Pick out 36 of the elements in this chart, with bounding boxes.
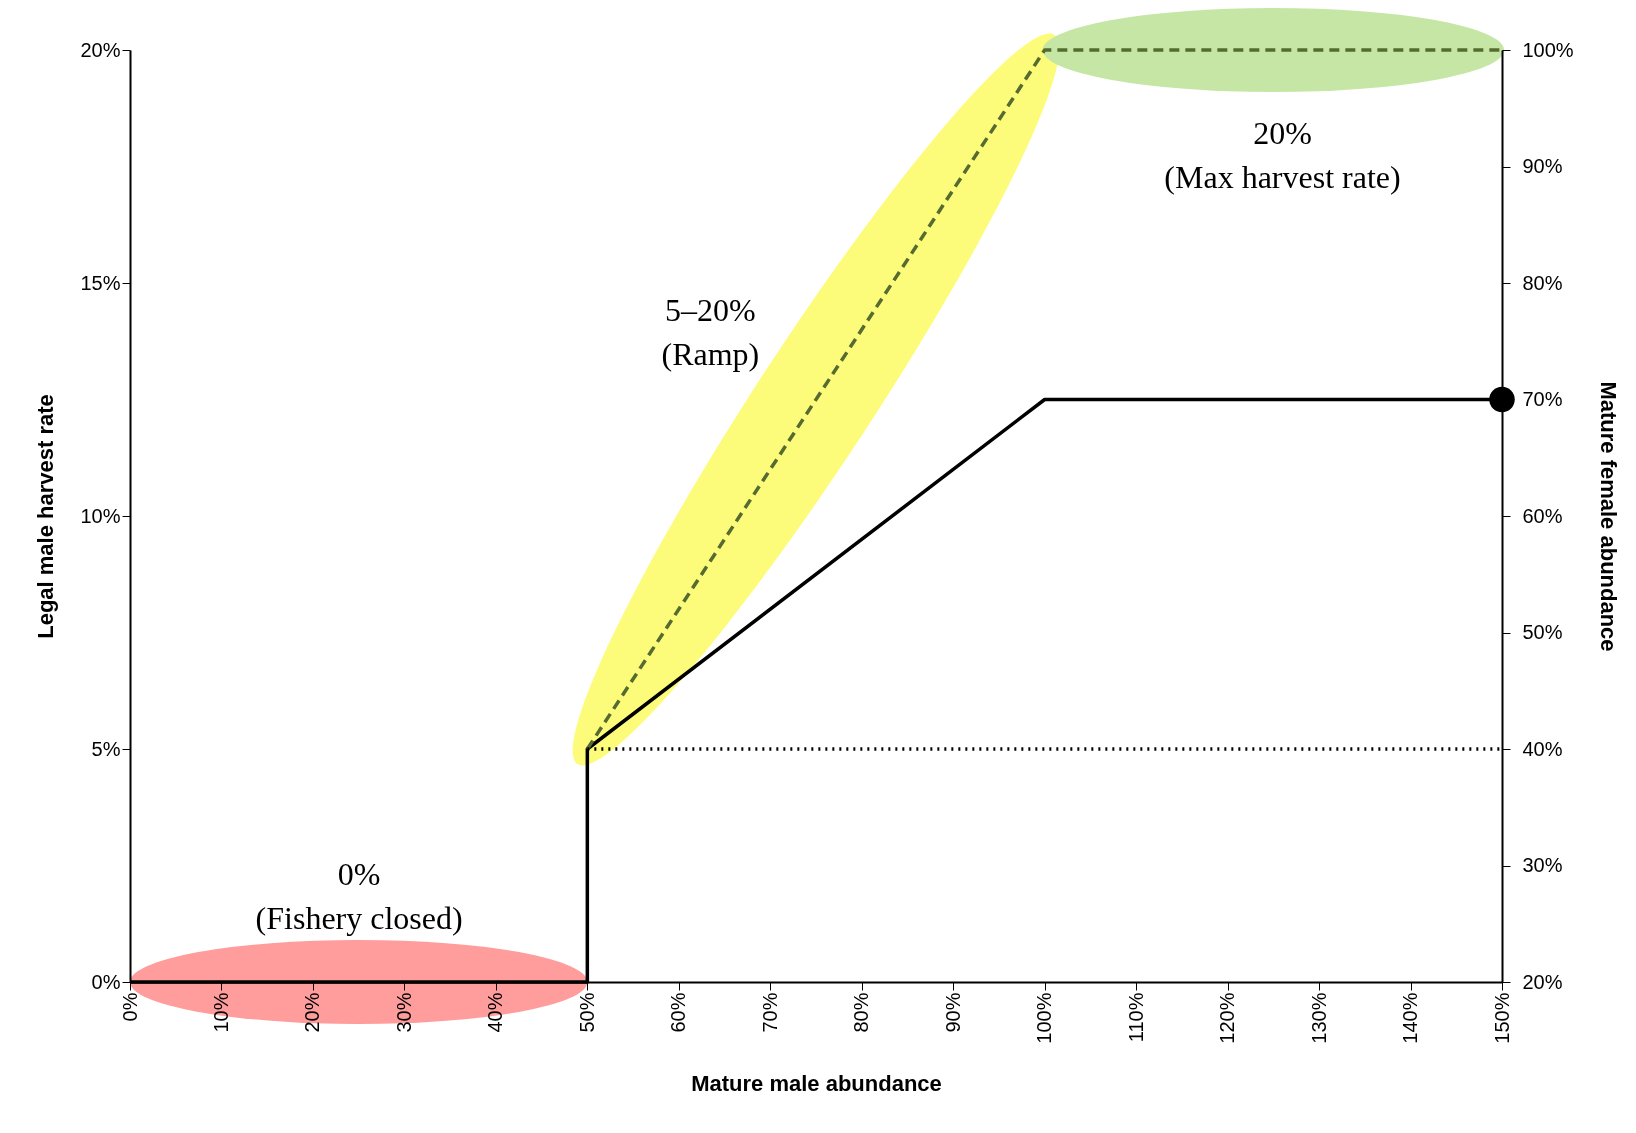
y-tick-label: 15%: [80, 271, 121, 294]
annotation: 0% (Fishery closed): [255, 855, 463, 936]
x-tick-label: 20%: [301, 992, 324, 1033]
x-axis-title: Mature male abundance: [691, 1070, 942, 1096]
annotation: 5–20% (Ramp): [661, 291, 760, 372]
x-tick-label: 150%: [1490, 992, 1513, 1044]
y2-tick-label: 60%: [1522, 504, 1563, 527]
x-tick-label: 80%: [850, 992, 873, 1033]
y-axis-title: Legal male harvest rate: [33, 394, 59, 639]
x-tick-label: 90%: [941, 992, 964, 1033]
x-tick-label: 50%: [575, 992, 598, 1033]
y2-tick-label: 70%: [1522, 388, 1563, 410]
annotation: 20% (Max harvest rate): [1164, 114, 1401, 195]
x-tick-label: 0%: [118, 992, 141, 1022]
y2-tick-label: 40%: [1522, 737, 1563, 760]
y-tick-label: 5%: [91, 737, 121, 760]
x-tick-label: 70%: [758, 992, 781, 1033]
y2-axis-title: Mature female abundance: [1595, 381, 1621, 652]
y2-tick-label: 90%: [1522, 155, 1563, 177]
y-tick-label: 20%: [80, 38, 121, 61]
y-tick-label: 10%: [80, 504, 121, 527]
x-tick-label: 60%: [667, 992, 690, 1033]
x-tick-label: 130%: [1307, 992, 1330, 1044]
x-tick-label: 100%: [1033, 992, 1056, 1044]
x-tick-label: 30%: [392, 992, 415, 1033]
y2-tick-label: 30%: [1522, 854, 1563, 876]
x-tick-label: 110%: [1124, 992, 1147, 1043]
y2-tick-label: 80%: [1522, 271, 1563, 294]
x-tick-label: 120%: [1216, 992, 1239, 1044]
x-tick-label: 40%: [484, 992, 507, 1033]
y2-tick-label: 50%: [1522, 621, 1563, 643]
y-tick-label: 0%: [91, 970, 121, 993]
x-tick-label: 140%: [1399, 992, 1422, 1044]
y2-tick-label: 100%: [1522, 38, 1574, 61]
x-tick-label: 10%: [209, 992, 232, 1033]
y2-tick-label: 20%: [1522, 970, 1563, 993]
